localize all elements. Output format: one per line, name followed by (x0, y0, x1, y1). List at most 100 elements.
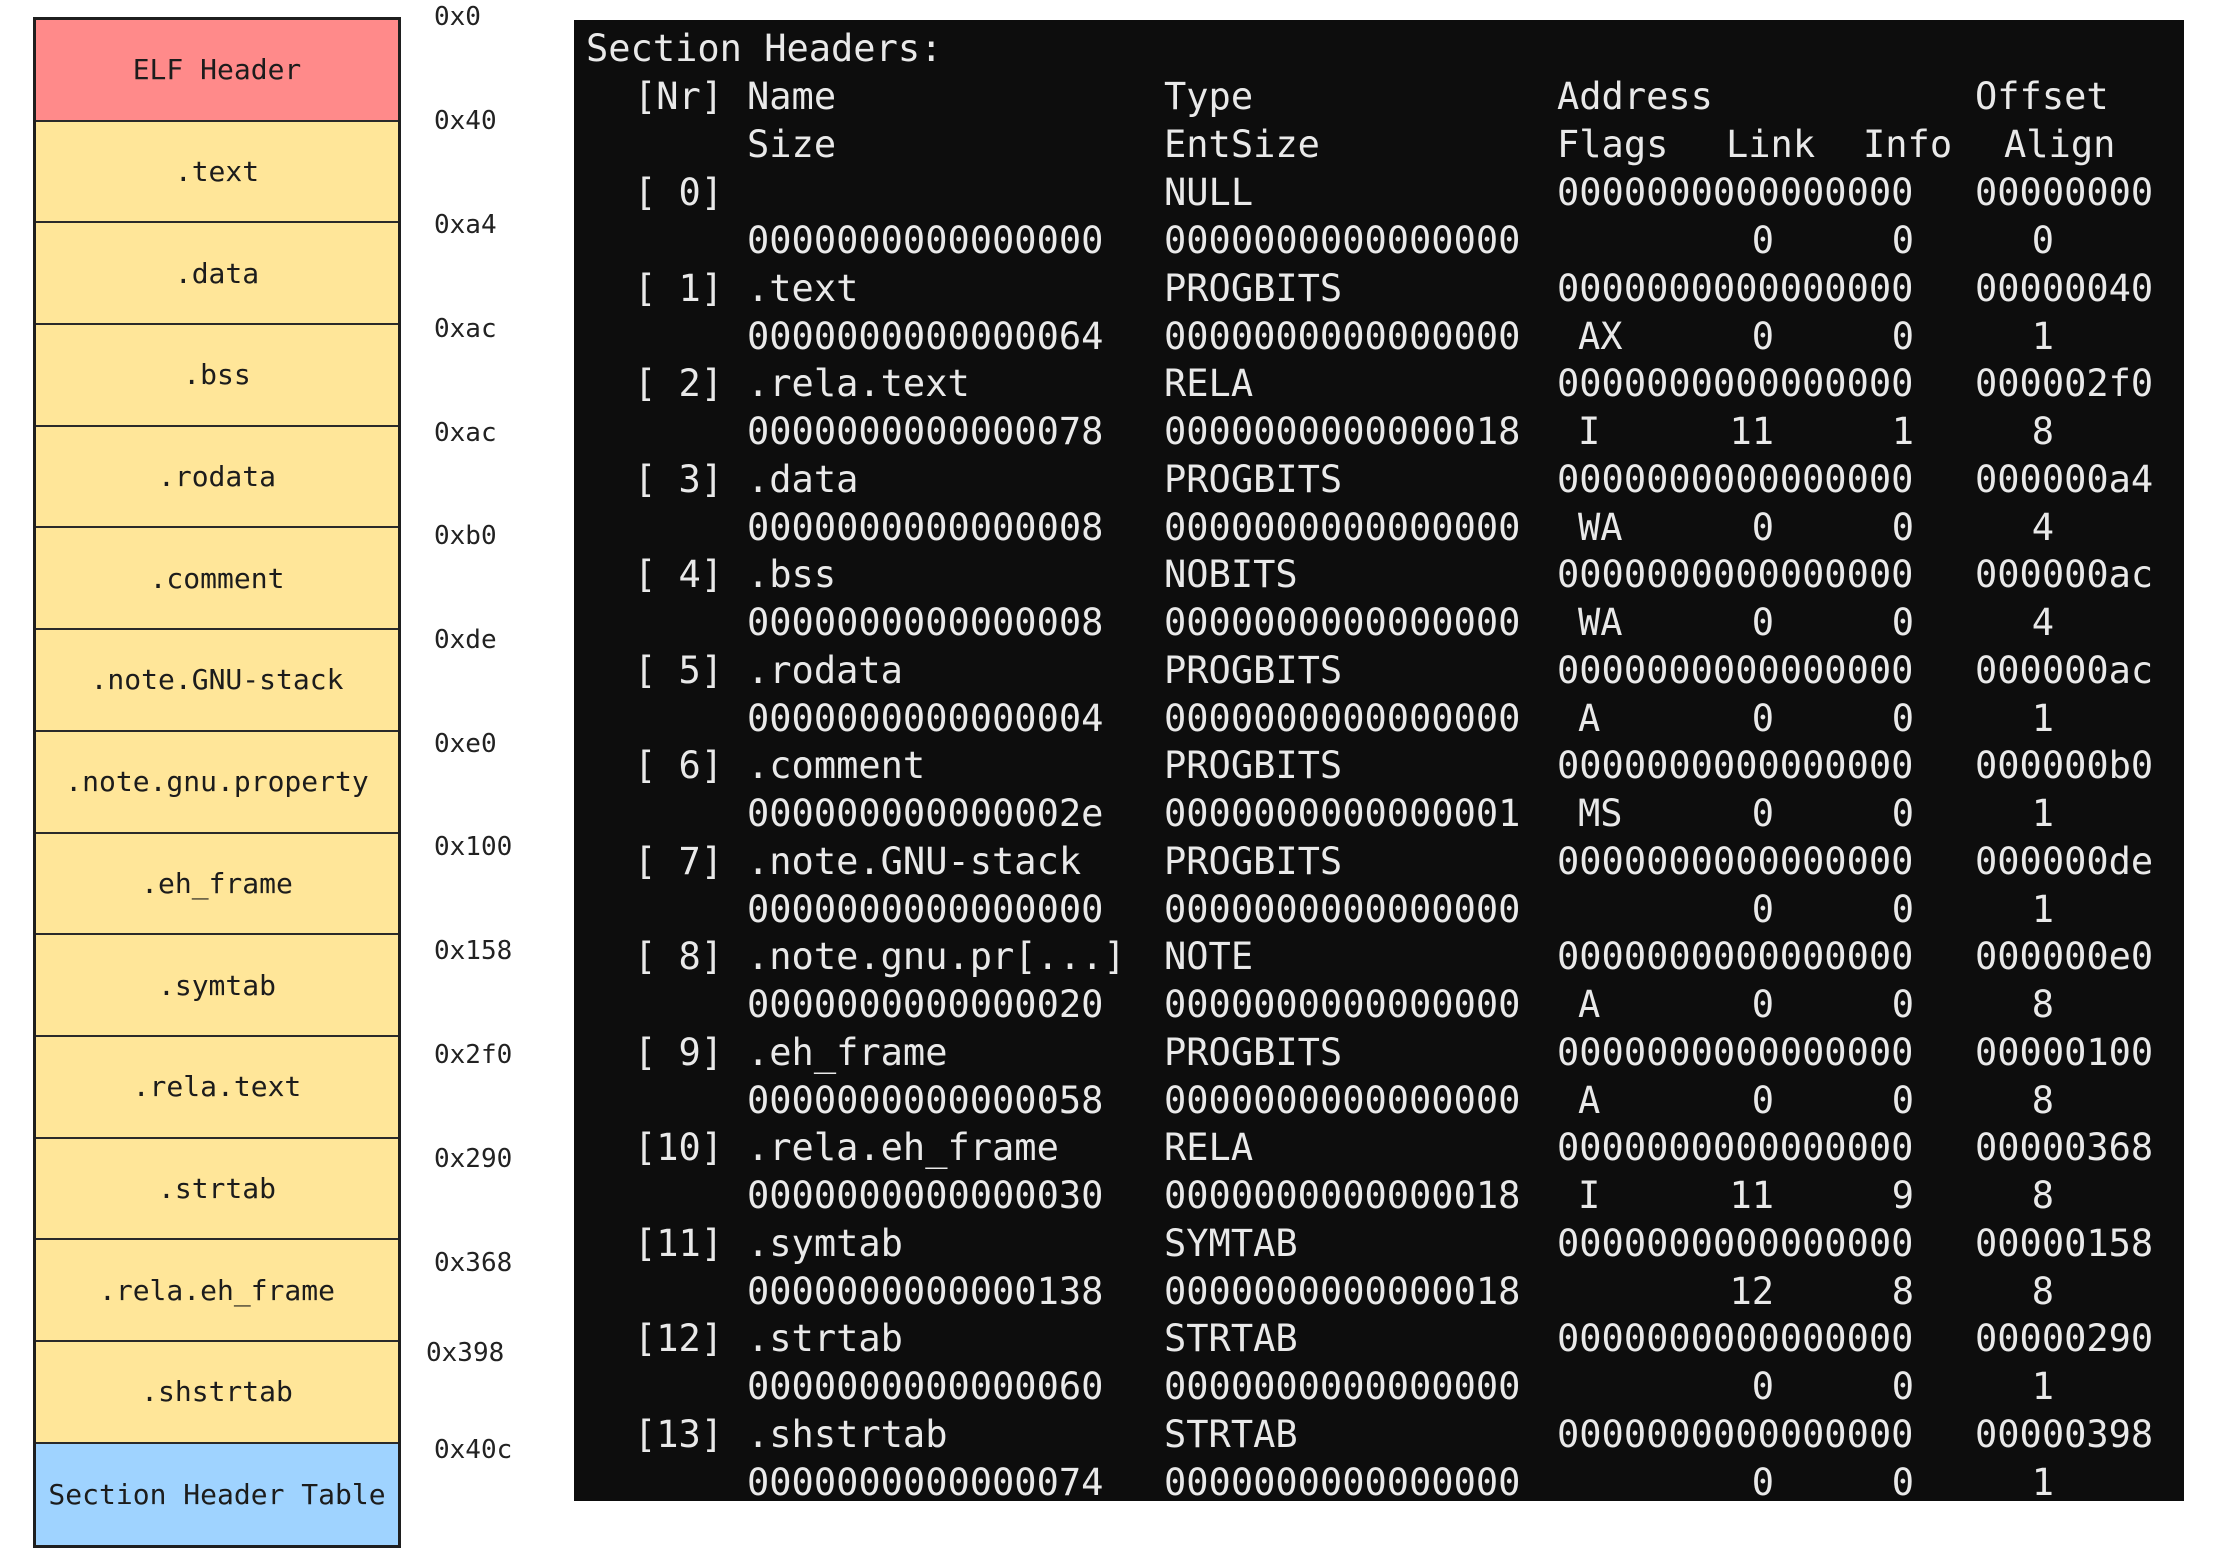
terminal-title: Section Headers: (586, 27, 943, 70)
header-type: Type (1164, 75, 1254, 118)
offset-label: 0x368 (434, 1248, 513, 1278)
section-align: 8 (2031, 1174, 2054, 1217)
section-size: 0000000000000004 (747, 696, 1104, 740)
section-size: 0000000000000000 (747, 219, 1104, 262)
section-address: 0000000000000000 (1557, 1126, 1914, 1169)
section-align: 4 (2031, 505, 2054, 549)
section-offset: 000000e0 (1975, 935, 2154, 978)
section-entsize: 0000000000000018 (1164, 1269, 1521, 1313)
section-align: 1 (2031, 792, 2054, 835)
section-type: RELA (1164, 362, 1254, 405)
section-info: 0 (1891, 887, 1914, 931)
offset-label: 0x290 (434, 1144, 513, 1174)
section-link: 0 (1751, 887, 1774, 931)
section-align: 8 (2031, 1269, 2054, 1313)
offset-label: 0x2f0 (434, 1040, 513, 1070)
section-size: 0000000000000138 (747, 1269, 1104, 1313)
section-address: 0000000000000000 (1557, 1030, 1914, 1074)
section-entsize: 0000000000000000 (1164, 219, 1521, 262)
section-size: 0000000000000074 (747, 1460, 1104, 1501)
section-size: 0000000000000078 (747, 410, 1104, 453)
layout-block: .symtab (36, 935, 398, 1037)
offset-label: 0xa4 (434, 210, 497, 240)
section-offset: 00000368 (1975, 1126, 2154, 1169)
layout-block: .rela.text (36, 1036, 398, 1139)
section-link: 12 (1729, 1269, 1774, 1313)
layout-block: .eh_frame (36, 833, 398, 936)
section-name: .rela.text (747, 362, 970, 405)
section-offset: 00000398 (1975, 1412, 2154, 1456)
section-nr: [ 8] (634, 935, 724, 978)
section-type: RELA (1164, 1126, 1254, 1169)
section-entsize: 0000000000000000 (1164, 1078, 1521, 1122)
section-address: 0000000000000000 (1557, 362, 1914, 405)
section-size: 0000000000000020 (747, 983, 1104, 1026)
section-address: 0000000000000000 (1557, 1412, 1914, 1456)
section-info: 9 (1891, 1174, 1914, 1217)
section-link: 0 (1751, 983, 1774, 1026)
section-info: 0 (1891, 1460, 1914, 1501)
section-link: 0 (1751, 219, 1774, 262)
section-offset: 00000290 (1975, 1317, 2154, 1360)
section-flags: A (1578, 1078, 1601, 1122)
section-info: 0 (1891, 601, 1914, 644)
section-address: 0000000000000000 (1557, 935, 1914, 978)
header-address: Address (1557, 75, 1713, 118)
section-entsize: 0000000000000000 (1164, 601, 1521, 644)
section-type: PROGBITS (1164, 744, 1343, 787)
section-offset: 000000ac (1975, 553, 2154, 596)
section-type: NOTE (1164, 935, 1254, 978)
section-align: 1 (2031, 314, 2054, 358)
layout-block: .comment (36, 528, 398, 631)
layout-block: Section Header Table (36, 1443, 398, 1546)
section-name: .comment (747, 744, 926, 787)
section-name: .text (747, 266, 859, 310)
section-name: .shstrtab (747, 1412, 948, 1456)
section-offset: 000000a4 (1975, 457, 2154, 501)
section-name: .symtab (747, 1221, 903, 1265)
section-info: 0 (1891, 1078, 1914, 1122)
section-link: 0 (1751, 1460, 1774, 1501)
section-address: 0000000000000000 (1557, 648, 1914, 692)
section-offset: 00000158 (1975, 1221, 2154, 1265)
section-name: .bss (747, 553, 837, 596)
header-info: Info (1863, 123, 1953, 166)
section-entsize: 0000000000000018 (1164, 410, 1521, 453)
section-align: 8 (2031, 983, 2054, 1026)
section-flags: A (1578, 696, 1601, 740)
section-entsize: 0000000000000000 (1164, 887, 1521, 931)
section-entsize: 0000000000000001 (1164, 792, 1521, 835)
offset-label: 0x398 (426, 1338, 505, 1368)
section-name: .eh_frame (747, 1030, 948, 1074)
section-info: 0 (1891, 792, 1914, 835)
section-nr: [ 2] (634, 362, 724, 405)
offset-label: 0x100 (434, 832, 513, 862)
section-link: 11 (1729, 410, 1774, 453)
section-align: 1 (2031, 887, 2054, 931)
section-nr: [12] (634, 1317, 724, 1360)
section-flags: AX (1578, 314, 1623, 358)
section-address: 0000000000000000 (1557, 839, 1914, 883)
section-offset: 000000de (1975, 839, 2154, 883)
section-offset: 00000100 (1975, 1030, 2154, 1074)
layout-block: .shstrtab (36, 1341, 398, 1444)
section-address: 0000000000000000 (1557, 744, 1914, 787)
section-nr: [ 9] (634, 1030, 724, 1074)
offset-label: 0x158 (434, 936, 513, 966)
section-nr: [ 5] (634, 648, 724, 692)
layout-block: .note.GNU-stack (36, 630, 398, 732)
section-address: 0000000000000000 (1557, 553, 1914, 596)
section-flags: MS (1578, 792, 1623, 835)
layout-block: .data (36, 223, 398, 326)
section-info: 0 (1891, 983, 1914, 1026)
section-size: 0000000000000000 (747, 887, 1104, 931)
section-name: .data (747, 457, 859, 501)
section-type: PROGBITS (1164, 266, 1343, 310)
section-type: STRTAB (1164, 1412, 1298, 1456)
layout-block: .text (36, 121, 398, 224)
section-link: 0 (1751, 1365, 1774, 1408)
section-name: .rela.eh_frame (747, 1126, 1059, 1169)
section-info: 0 (1891, 219, 1914, 262)
header-entsize: EntSize (1164, 123, 1320, 166)
section-address: 0000000000000000 (1557, 457, 1914, 501)
